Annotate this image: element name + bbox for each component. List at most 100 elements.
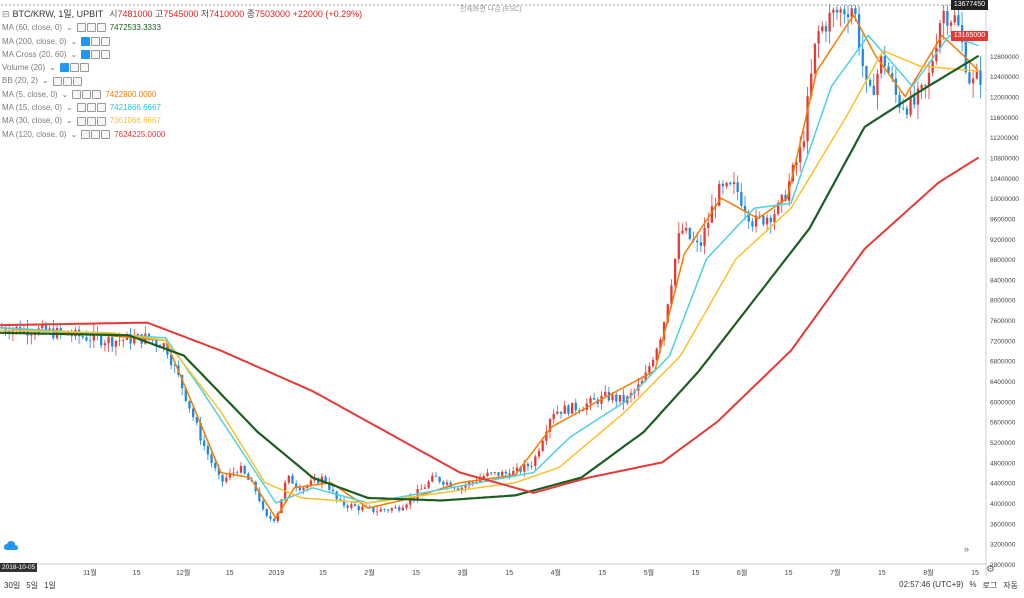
candle-body (88, 340, 92, 342)
price-tick-label: 8000000 (990, 298, 1016, 305)
eye-icon[interactable] (76, 103, 86, 113)
settings-icon[interactable] (86, 103, 96, 113)
candle-body (353, 504, 357, 507)
chevron-down-icon[interactable]: ⌄ (42, 76, 49, 86)
candle-body (490, 472, 493, 474)
candle-body (765, 217, 769, 225)
close-icon[interactable] (96, 23, 106, 33)
candle-body (662, 322, 666, 340)
eye-icon[interactable] (76, 23, 86, 33)
legend-row[interactable]: BB (20, 2) ⌄ (2, 74, 362, 87)
candle-body (133, 336, 136, 344)
chevron-down-icon[interactable]: ⌄ (70, 49, 78, 59)
eye-icon[interactable] (52, 76, 62, 86)
eye-icon[interactable] (76, 116, 86, 126)
legend-row[interactable]: MA (60, close, 0) ⌄ 7472533.3333 (2, 21, 362, 34)
chevron-down-icon[interactable]: ⌄ (70, 36, 78, 46)
time-tick-label: 11월 (83, 568, 97, 577)
chevron-down-icon[interactable]: ⌄ (49, 63, 56, 73)
symbol-label[interactable]: BTC/KRW, 1일, UPBIT (12, 9, 104, 19)
candle-body (821, 26, 824, 32)
time-tick-label: 15 (971, 570, 979, 577)
price-tick-label: 12800000 (990, 54, 1019, 61)
bottom-controls: 02:57:46 (UTC+9) % 로그 자동 (899, 580, 1018, 591)
candle-body (552, 413, 555, 420)
settings-icon[interactable] (91, 36, 101, 46)
settings-gear-icon[interactable]: ⚙ (986, 564, 995, 575)
candle-body (581, 410, 585, 411)
candle-body (515, 467, 519, 472)
chevron-down-icon[interactable]: ⌄ (61, 89, 69, 99)
legend-row[interactable]: MA Cross (20, 60) ⌄ (2, 48, 362, 61)
candle-body (122, 339, 125, 341)
settings-icon[interactable] (86, 23, 96, 33)
candle-body (902, 107, 905, 109)
price-axis[interactable]: 2800000 3200000 3600000 4000000 4400000 48000… (990, 54, 1019, 569)
close-icon[interactable] (72, 76, 82, 86)
eye-icon[interactable] (81, 50, 91, 60)
settings-icon[interactable] (86, 116, 96, 126)
time-tick-label: 15 (226, 570, 234, 577)
eye-icon[interactable] (59, 63, 69, 73)
candle-body (287, 475, 290, 483)
eye-icon[interactable] (72, 89, 82, 99)
chevron-down-icon[interactable]: ⌄ (70, 129, 78, 139)
close-icon[interactable] (101, 36, 111, 46)
settings-icon[interactable] (91, 129, 101, 139)
chevron-down-icon[interactable]: ⌄ (66, 103, 73, 113)
close-icon[interactable] (101, 50, 111, 60)
candle-body (696, 240, 699, 243)
candle-body (685, 227, 688, 231)
time-axis[interactable]: 11월 15 12월 15 2019 15 2월 15 3월 15 4월 15 5월 15 6월 15 7월 15… (83, 568, 979, 577)
settings-icon[interactable] (62, 76, 72, 86)
percent-toggle[interactable]: % (969, 580, 977, 589)
close-icon[interactable] (96, 103, 106, 113)
candle-body (519, 467, 522, 472)
candle-body (537, 450, 541, 457)
candle-body (655, 348, 658, 360)
candle-body (173, 365, 176, 366)
candle-body (736, 182, 739, 193)
price-tick-label: 11200000 (990, 135, 1019, 142)
candle-body (916, 88, 920, 105)
range-5d-button[interactable]: 5일 (26, 581, 39, 590)
candle-body (214, 463, 217, 469)
time-tick-label: 8월 (923, 568, 933, 577)
legend-row[interactable]: MA (15, close, 0) ⌄ 7421866.6667 (2, 101, 362, 114)
cloud-icon[interactable] (4, 538, 18, 556)
legend-row[interactable]: MA (200, close, 0) ⌄ (2, 35, 362, 48)
settings-icon[interactable] (91, 50, 101, 60)
close-icon[interactable] (79, 63, 89, 73)
close-icon[interactable] (101, 129, 111, 139)
candle-body (534, 456, 537, 467)
chevron-down-icon[interactable]: ⌄ (66, 116, 73, 126)
legend-row[interactable]: MA (5, close, 0) ⌄ 7422800.0000 (2, 88, 362, 101)
settings-icon[interactable] (69, 63, 79, 73)
candle-body (957, 15, 960, 26)
candle-body (409, 497, 412, 505)
close-icon[interactable] (96, 116, 106, 126)
price-tick-label: 4400000 (990, 481, 1016, 488)
candle-body (129, 334, 132, 344)
eye-icon[interactable] (81, 36, 91, 46)
candle-body (802, 141, 806, 148)
candle-body (188, 400, 191, 409)
legend-row[interactable]: MA (30, close, 0) ⌄ 7361066.6667 (2, 114, 362, 127)
eye-icon[interactable] (81, 129, 91, 139)
log-toggle[interactable]: 로그 (982, 581, 998, 590)
candle-body (784, 194, 787, 201)
scroll-right-icon[interactable]: » (964, 544, 970, 554)
legend-row[interactable]: MA (120, close, 0) ⌄ 7624225.0000 (2, 128, 362, 141)
legend-row[interactable]: Volume (20) ⌄ (2, 61, 362, 74)
candle-body (927, 72, 931, 86)
close-icon[interactable] (92, 89, 102, 99)
auto-toggle[interactable]: 자동 (1003, 581, 1018, 590)
chevron-down-icon[interactable]: ⌄ (66, 23, 73, 33)
range-30d-button[interactable]: 30일 (4, 581, 21, 590)
candle-body (335, 491, 338, 500)
candle-body (865, 66, 868, 81)
range-1d-button[interactable]: 1일 (44, 581, 56, 590)
settings-icon[interactable] (82, 89, 92, 99)
